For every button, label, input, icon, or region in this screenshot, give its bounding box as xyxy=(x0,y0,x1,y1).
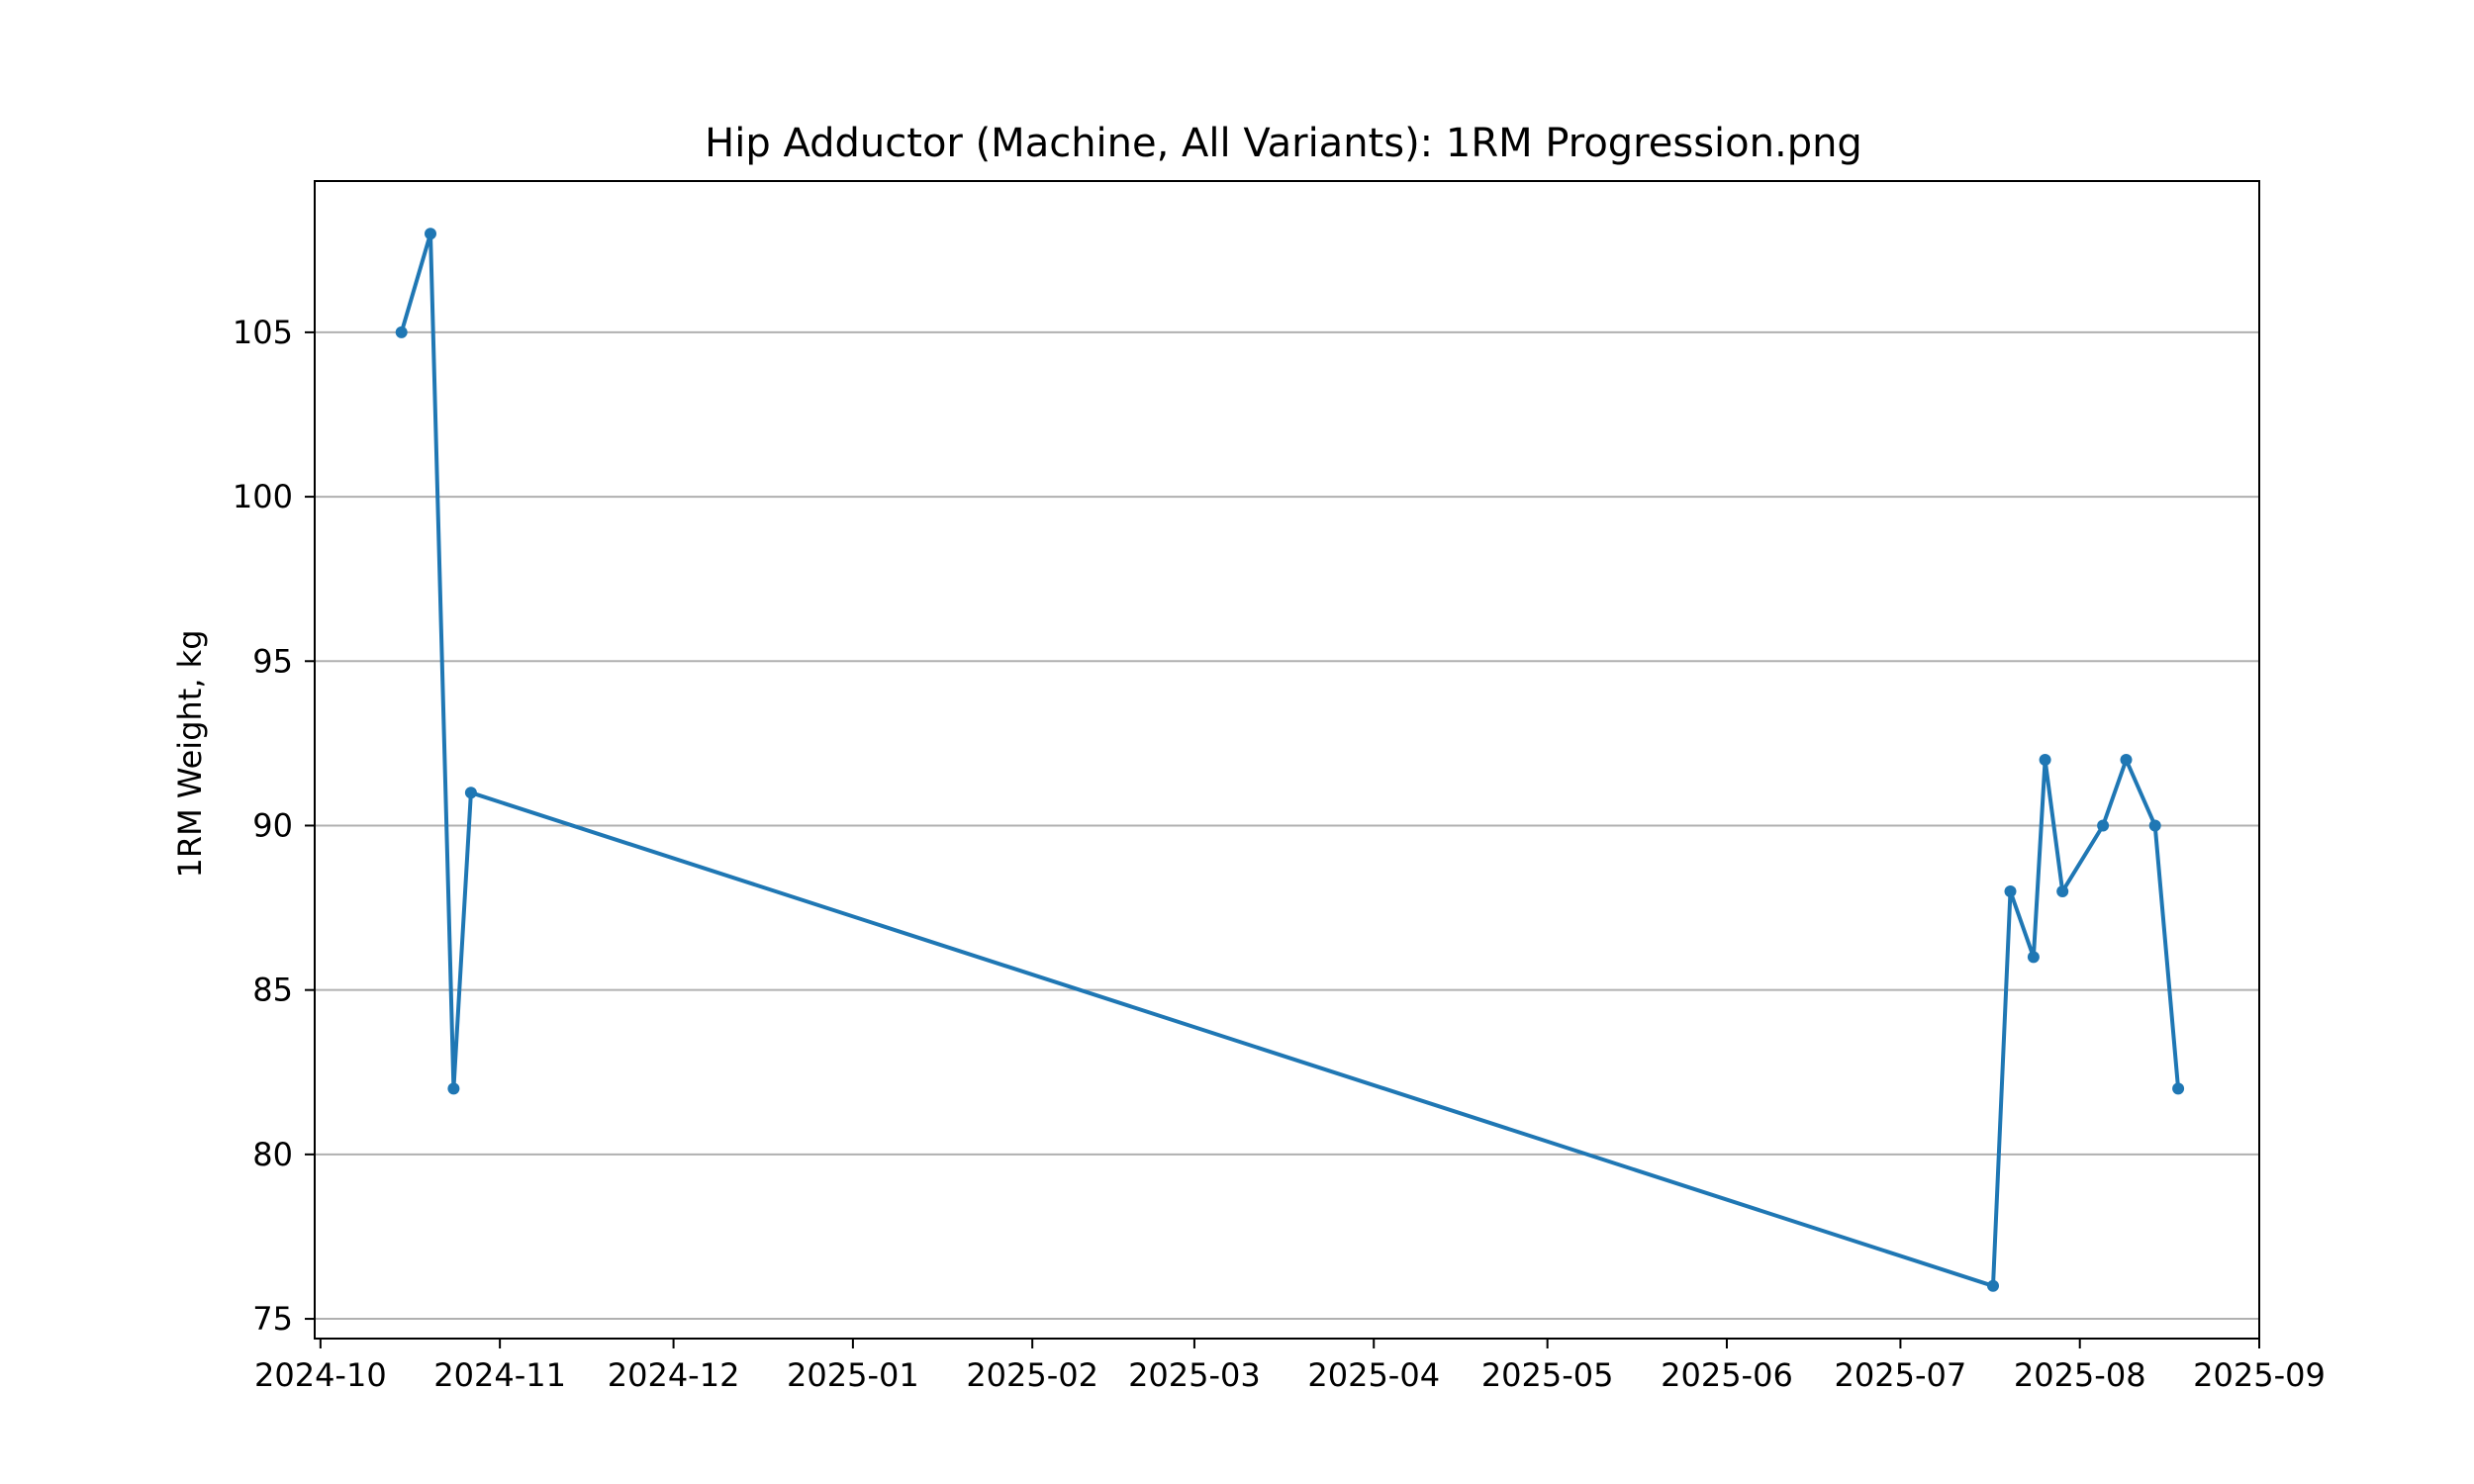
gridlines xyxy=(315,330,2259,1321)
data-point xyxy=(464,787,477,799)
y-tick-label: 75 xyxy=(252,1300,293,1338)
x-tick-label: 2025-03 xyxy=(1128,1356,1261,1394)
y-tick-label: 90 xyxy=(252,806,293,844)
x-tick-label: 2025-05 xyxy=(1481,1356,1614,1394)
data-point xyxy=(2027,951,2040,964)
data-point xyxy=(1987,1279,1999,1292)
x-tick-label: 2025-04 xyxy=(1307,1356,1440,1394)
data-point xyxy=(447,1082,460,1095)
y-tick-label: 100 xyxy=(233,478,293,515)
data-point xyxy=(2172,1082,2185,1095)
data-point xyxy=(2097,819,2110,832)
y-tick-label: 105 xyxy=(233,314,293,351)
x-tick-label: 2025-07 xyxy=(1835,1356,1967,1394)
x-tick-label: 2025-09 xyxy=(2193,1356,2326,1394)
data-point xyxy=(2004,885,2017,897)
data-point xyxy=(2039,754,2051,766)
data-point xyxy=(2056,885,2069,897)
x-tick-label: 2025-02 xyxy=(966,1356,1098,1394)
x-tick-label: 2024-10 xyxy=(254,1356,387,1394)
series-line xyxy=(399,232,2181,1288)
data-series xyxy=(395,228,2185,1292)
chart-title: Hip Adductor (Machine, All Variants): 1R… xyxy=(705,121,1862,166)
y-axis-label: 1RM Weight, kg xyxy=(171,629,209,878)
data-point xyxy=(425,228,436,240)
x-tick-label: 2024-11 xyxy=(433,1356,566,1394)
data-point xyxy=(395,325,408,338)
plot-frame xyxy=(314,180,2260,1340)
x-tick-label: 2025-06 xyxy=(1661,1356,1793,1394)
data-point xyxy=(2148,819,2161,832)
x-tick-label: 2024-12 xyxy=(608,1356,740,1394)
data-point xyxy=(2120,754,2133,766)
axes: 75 80 85 90 95 100 105 2024-10 2024-11 2024-12 202… xyxy=(233,180,2326,1394)
y-tick-label: 85 xyxy=(252,972,293,1009)
y-tick-label: 80 xyxy=(252,1136,293,1173)
y-tick-label: 95 xyxy=(252,642,293,680)
x-tick-label: 2025-01 xyxy=(787,1356,919,1394)
x-tick-label: 2025-08 xyxy=(2014,1356,2146,1394)
